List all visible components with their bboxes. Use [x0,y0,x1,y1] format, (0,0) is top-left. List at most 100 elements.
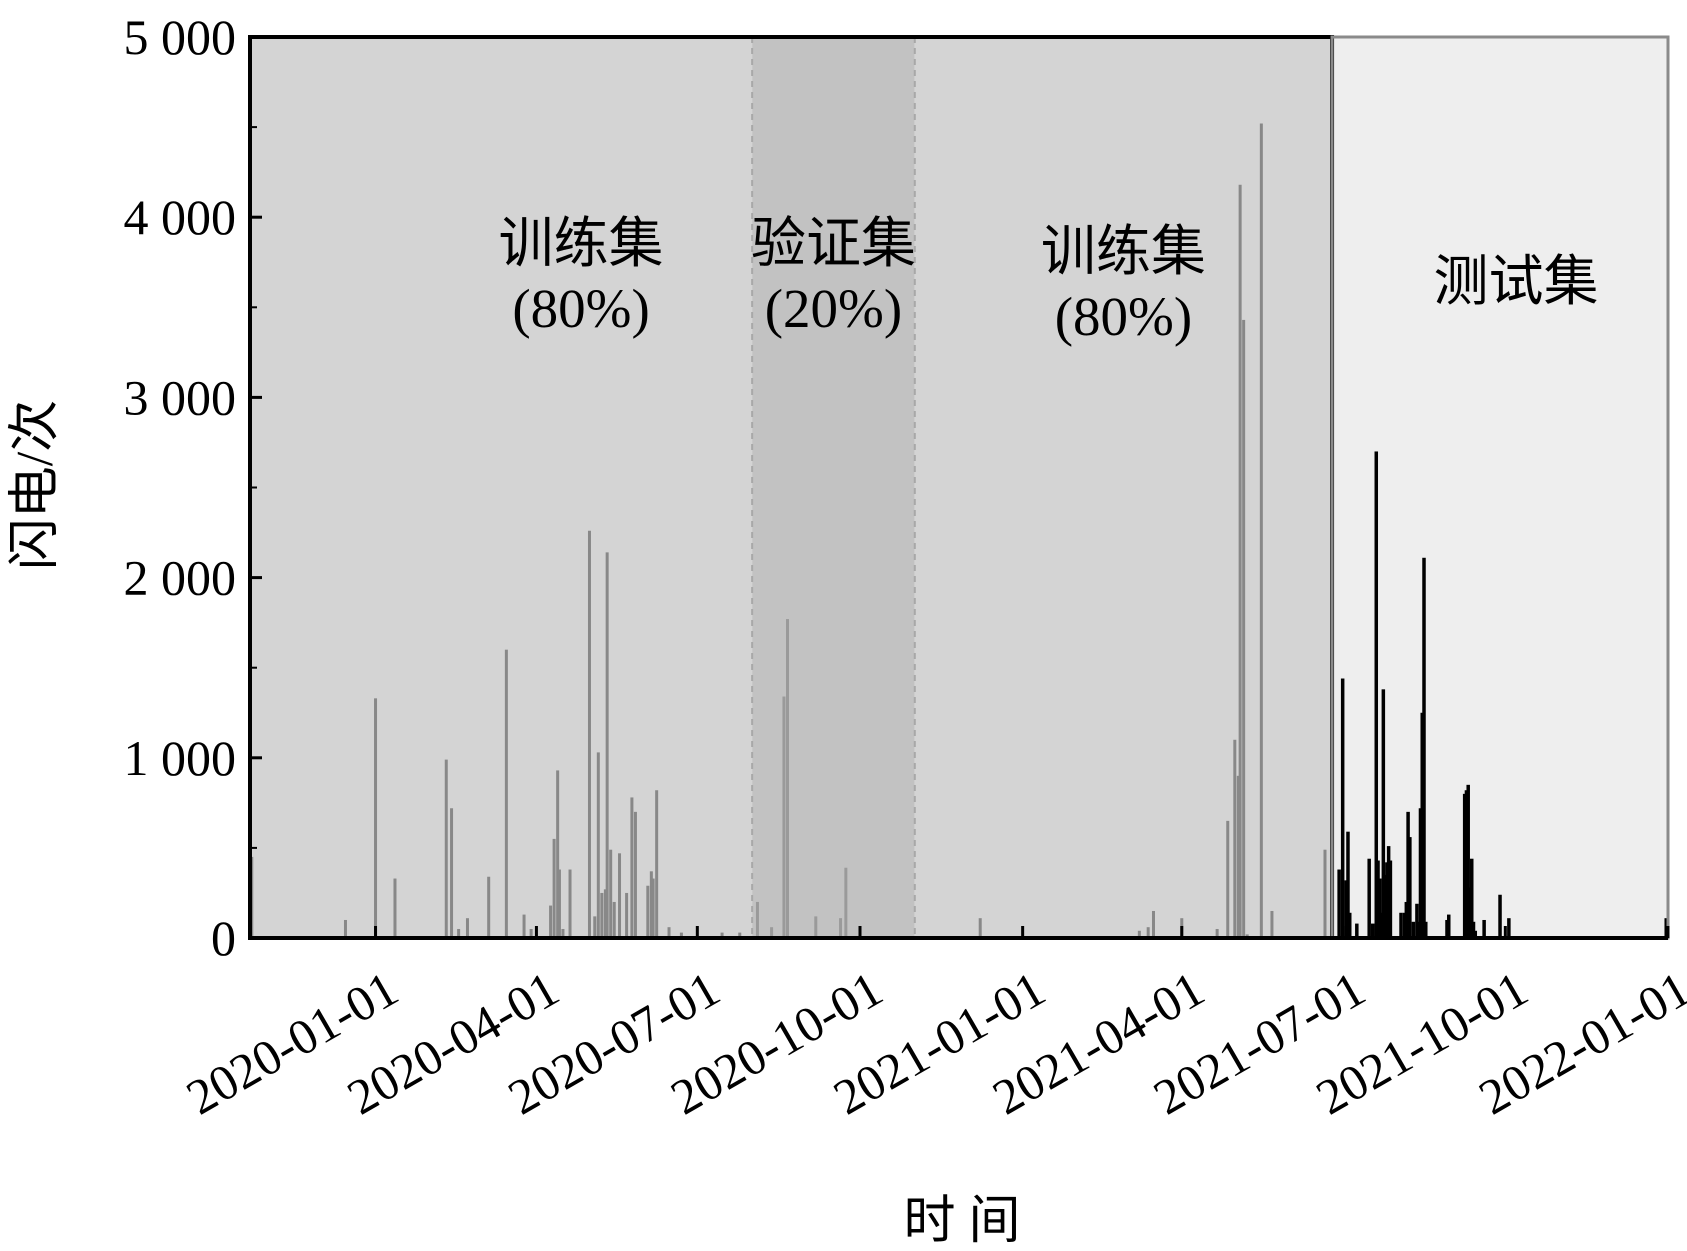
test-bar [1386,846,1391,938]
y-axis: 0 1 000 2 000 3 000 4 000 5 000 [124,9,262,966]
region-separators [751,37,916,938]
train-bar [1259,123,1263,939]
region-label-test: 测试集 [1434,251,1599,312]
train-bar [593,916,597,938]
test-bar [1376,860,1380,938]
test-bar [1416,921,1421,938]
train-bar [1323,849,1327,938]
train-bar [1238,184,1242,938]
region-label-validation: 验证集 [751,213,916,274]
train-bar [568,869,572,938]
test-bar [1415,903,1419,938]
test-bar [1468,887,1472,938]
test-bar [1346,831,1350,938]
test-bar [1367,858,1371,938]
test-bar [1498,894,1502,938]
train-bar [609,849,613,938]
train-bar [596,752,600,938]
test-bar [1383,874,1387,938]
train-bar [587,530,591,938]
test-bar [1482,919,1486,938]
dataset-regions [250,37,1668,938]
test-bar [1507,918,1511,938]
test-bar [1406,811,1410,938]
test-bar [1340,678,1345,938]
test-bar [1388,860,1393,938]
y-tick-label: 4 000 [124,189,237,245]
train-bar [630,797,634,938]
test-bar [1422,557,1426,938]
test-bar [1420,712,1424,938]
test-bar [1466,784,1470,938]
train-bar [1226,820,1230,938]
y-tick-label: 5 000 [124,9,237,65]
train-bar [393,878,397,938]
train-bar [633,811,637,938]
test-bar [1664,918,1668,938]
test-bar [1344,880,1348,938]
validation-bar [814,916,818,938]
test-bar [1411,921,1416,938]
test-bar [1471,921,1476,938]
train-bar [600,892,604,938]
train-bar [1137,930,1141,938]
validation-bar [782,696,786,938]
train-bar [1215,928,1219,938]
test-bar [1404,901,1409,938]
train-bar [651,878,655,938]
region-train2 [914,37,1333,938]
test-bar [1381,689,1386,938]
train-bar [552,838,556,938]
train-bar [720,932,724,938]
y-tick-label: 2 000 [124,550,237,606]
y-tick-label: 3 000 [124,369,237,425]
train-bar [1233,739,1237,938]
test-bar [1379,912,1384,938]
x-axis-title: 时 间 [903,1193,1020,1250]
test-bar [1447,914,1451,938]
train-bar [465,918,469,938]
y-tick-label: 0 [211,910,236,966]
train-bar [561,928,565,938]
train-bar [1242,319,1246,938]
train-bar [343,919,347,938]
train-bar [738,932,742,938]
x-axis: 2020-01-012020-04-012020-07-012020-10-01… [177,926,1687,1125]
test-bar [1408,837,1412,938]
test-bar [1424,921,1428,938]
train-bar [487,876,491,938]
train-bar [655,790,659,938]
test-bar [1347,912,1352,938]
test-bar [1385,862,1389,938]
train-bar [522,914,526,938]
train-bar [618,853,622,938]
train-bar [679,932,683,938]
region-percent-validation: (20%) [765,278,902,339]
train-bar [1270,910,1274,938]
train-bar [1236,775,1240,938]
region-label-train1: 训练集 [499,213,664,274]
validation-bar [785,619,789,938]
region-percent-train2: (80%) [1055,286,1192,347]
train-bar [1151,910,1155,938]
test-bar [1370,923,1375,938]
region-labels: 训练集(80%)验证集(20%)训练集(80%)测试集 [499,213,1599,347]
train-bar [549,905,553,938]
validation-bar [770,927,774,938]
test-bar [1473,930,1478,938]
test-bar [1374,451,1379,938]
train-bar [450,808,454,938]
train-bar [457,928,461,938]
train-bar [612,901,616,938]
test-bar [1402,912,1407,938]
train-bar [603,889,607,938]
test-bar [1469,858,1474,938]
validation-bar [839,918,843,938]
test-bar [1462,793,1467,938]
train-bar [978,918,982,938]
train-bar [605,552,609,938]
y-tick-label: 1 000 [124,730,237,786]
validation-bar [844,867,848,938]
region-percent-train1: (80%) [512,278,649,339]
y-axis-title: 闪电/次 [7,400,64,570]
